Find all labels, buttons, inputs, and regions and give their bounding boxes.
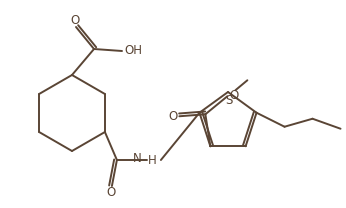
Text: OH: OH [124,45,142,57]
Text: O: O [106,187,116,199]
Text: S: S [225,94,233,106]
Text: O: O [169,110,178,123]
Text: O: O [70,15,80,27]
Text: O: O [229,89,239,102]
Text: N: N [133,152,142,166]
Text: H: H [148,154,157,166]
